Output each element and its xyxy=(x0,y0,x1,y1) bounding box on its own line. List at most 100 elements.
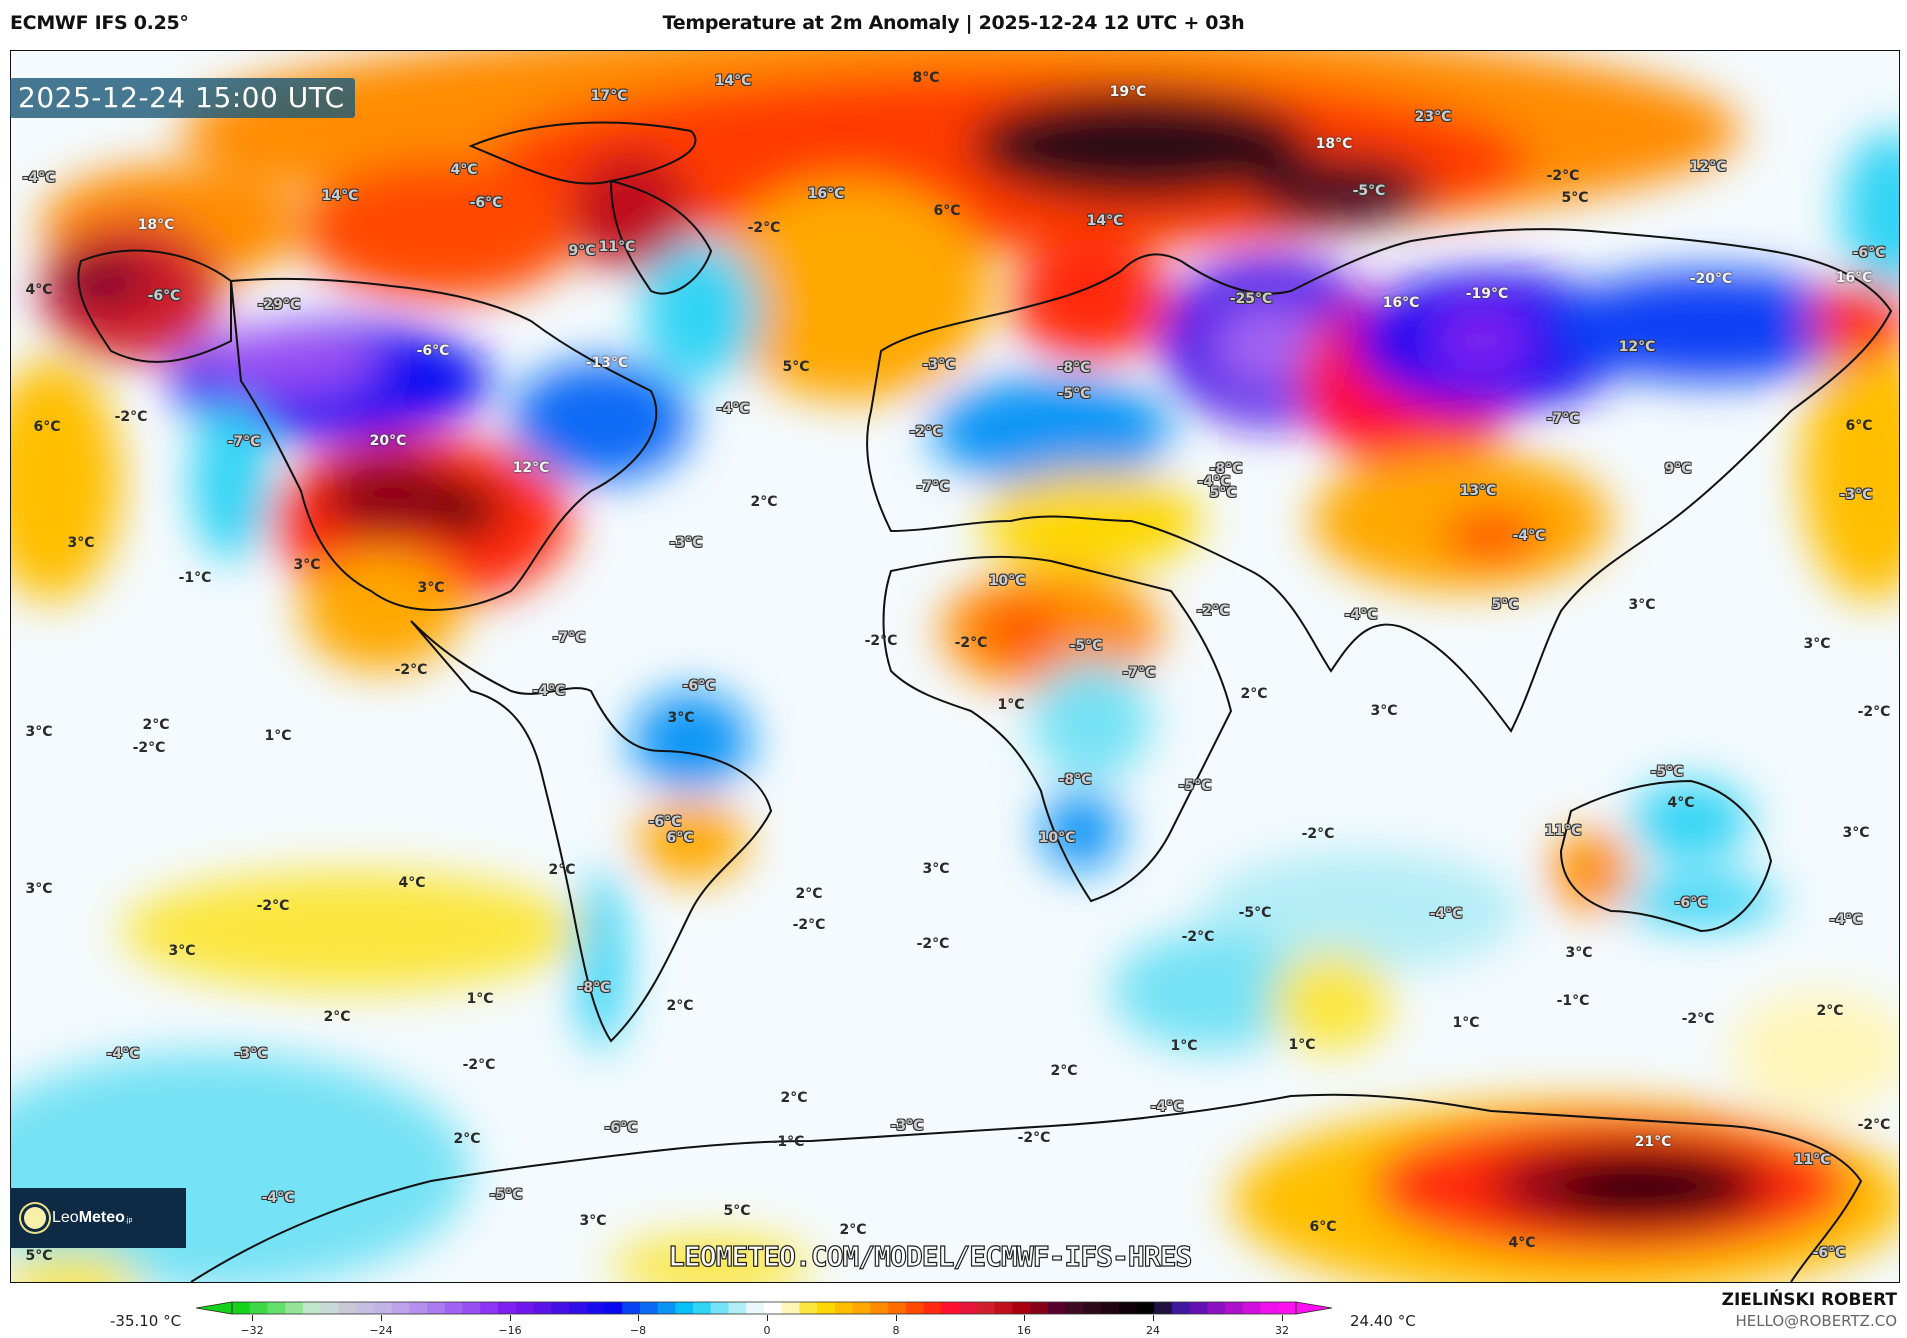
anomaly-label: -2°C xyxy=(1196,603,1230,619)
anomaly-label: -2°C xyxy=(909,424,943,440)
anomaly-label: 3°C xyxy=(417,580,445,596)
anomaly-label: -2°C xyxy=(1546,168,1580,184)
anomaly-label: -2°C xyxy=(132,740,166,756)
colorbar-tick-label: −8 xyxy=(629,1324,647,1337)
anomaly-label: -1°C xyxy=(771,1134,805,1150)
anomaly-label: 13°C xyxy=(1459,483,1497,499)
anomaly-label: -2°C xyxy=(462,1057,496,1073)
anomaly-label: -6°C xyxy=(469,195,503,211)
anomaly-label: 1°C xyxy=(264,728,292,744)
anomaly-label: -4°C xyxy=(22,170,56,186)
anomaly-label: 5°C xyxy=(25,1248,53,1264)
anomaly-label: -8°C xyxy=(1058,772,1092,788)
anomaly-label: 23°C xyxy=(1414,109,1452,125)
anomaly-label: 10°C xyxy=(988,573,1026,589)
anomaly-label: 14°C xyxy=(1086,213,1124,229)
anomaly-label: 17°C xyxy=(590,88,628,104)
anomaly-label: -4°C xyxy=(261,1190,295,1206)
anomaly-label: 6°C xyxy=(933,203,961,219)
anomaly-label: -6°C xyxy=(648,814,682,830)
anomaly-label: -2°C xyxy=(1857,1117,1891,1133)
anomaly-label: -8°C xyxy=(577,980,611,996)
colorbar-tickmark xyxy=(896,1315,897,1321)
anomaly-label: 2°C xyxy=(666,998,694,1014)
anomaly-label: 2°C xyxy=(548,862,576,878)
anomaly-label: -5°C xyxy=(1069,638,1103,654)
colorbar-tickmark xyxy=(767,1315,768,1321)
anomaly-label: -2°C xyxy=(1857,704,1891,720)
anomaly-label: -3°C xyxy=(669,535,703,551)
logo-text: LeoMeteo.jp xyxy=(52,1209,133,1226)
anomaly-label: 3°C xyxy=(25,881,53,897)
anomaly-label: -7°C xyxy=(552,630,586,646)
anomaly-label: 2°C xyxy=(839,1222,867,1238)
anomaly-label: -20°C xyxy=(1689,271,1733,287)
anomaly-label: 2°C xyxy=(795,886,823,902)
anomaly-label: -6°C xyxy=(604,1120,638,1136)
colorbar-gradient xyxy=(195,1301,1333,1315)
anomaly-label: -4°C xyxy=(716,401,750,417)
anomaly-label: 3°C xyxy=(293,557,321,573)
anomaly-label: -8°C xyxy=(1057,360,1091,376)
source-url-watermark: LEOMETEO.COM/MODEL/ECMWF-IFS-HRES xyxy=(667,1239,1192,1273)
anomaly-label: 20°C xyxy=(369,433,407,449)
temperature-anomaly-field xyxy=(11,51,1899,1282)
leometeo-logo[interactable]: LeoMeteo.jp xyxy=(10,1188,186,1248)
anomaly-label: 6°C xyxy=(1845,418,1873,434)
anomaly-label: -4°C xyxy=(1150,1099,1184,1115)
anomaly-label: 11°C xyxy=(598,239,636,255)
author-name: ZIELIŃSKI ROBERT xyxy=(1721,1290,1897,1310)
colorbar-tickmark xyxy=(252,1315,253,1321)
anomaly-label: -2°C xyxy=(256,898,290,914)
anomaly-label: 6°C xyxy=(1309,1219,1337,1235)
anomaly-label: -6°C xyxy=(682,678,716,694)
author-email[interactable]: HELLO@ROBERTZ.CO xyxy=(1735,1312,1897,1330)
anomaly-label: -4°C xyxy=(1429,906,1463,922)
colorbar-tickmark xyxy=(1153,1315,1154,1321)
anomaly-label: -8°C xyxy=(1209,461,1243,477)
chart-title: Temperature at 2m Anomaly | 2025-12-24 1… xyxy=(662,12,1245,34)
colorbar-max-label: 24.40 °C xyxy=(1350,1312,1416,1330)
anomaly-label: 1°C xyxy=(1288,1037,1316,1053)
anomaly-label: 14°C xyxy=(714,73,752,89)
anomaly-label: 18°C xyxy=(137,217,175,233)
anomaly-label: 2°C xyxy=(1050,1063,1078,1079)
colorbar-tickmark xyxy=(510,1315,511,1321)
anomaly-label: 3°C xyxy=(579,1213,607,1229)
anomaly-label: 3°C xyxy=(25,724,53,740)
anomaly-label: -2°C xyxy=(114,409,148,425)
colorbar-tick-label: −32 xyxy=(240,1324,264,1337)
anomaly-label: -1°C xyxy=(1556,993,1590,1009)
anomaly-label: -5°C xyxy=(1650,764,1684,780)
anomaly-label: -5°C xyxy=(1238,905,1272,921)
anomaly-label: -4°C xyxy=(1829,912,1863,928)
colorbar-tick-label: 24 xyxy=(1146,1324,1160,1337)
anomaly-label: 12°C xyxy=(1618,339,1656,355)
anomaly-label: 2°C xyxy=(1240,686,1268,702)
colorbar-tick-label: 8 xyxy=(892,1324,900,1337)
anomaly-label: -2°C xyxy=(954,635,988,651)
anomaly-label: 2°C xyxy=(142,717,170,733)
anomaly-label: -7°C xyxy=(916,479,950,495)
anomaly-label: -2°C xyxy=(394,662,428,678)
anomaly-label: -7°C xyxy=(227,434,261,450)
anomaly-label: 9°C xyxy=(568,243,596,259)
anomaly-label: 2°C xyxy=(453,1131,481,1147)
colorbar-tickmark xyxy=(1282,1315,1283,1321)
map-canvas[interactable]: 17°C 14°C 8°C 19°C 23°C 18°C 12°C -4°C 4°C 14°C -6… xyxy=(10,50,1900,1283)
anomaly-label: -4°C xyxy=(1344,607,1378,623)
anomaly-label: -5°C xyxy=(1178,778,1212,794)
anomaly-label: 1°C xyxy=(466,991,494,1007)
colorbar-tickmark xyxy=(638,1315,639,1321)
colorbar-tick-label: 0 xyxy=(763,1324,771,1337)
anomaly-label: 5°C xyxy=(723,1203,751,1219)
anomaly-label: -2°C xyxy=(792,917,826,933)
anomaly-label: -7°C xyxy=(1546,411,1580,427)
colorbar-ticks: −32 −24 −16 −8 0 8 16 24 32 xyxy=(0,1315,1907,1338)
anomaly-label: 16°C xyxy=(1835,270,1873,286)
anomaly-label: 8°C xyxy=(912,70,940,86)
anomaly-label: 9°C xyxy=(1664,461,1692,477)
anomaly-label: -1°C xyxy=(178,570,212,586)
anomaly-label: -6°C xyxy=(1852,245,1886,261)
anomaly-label: 4°C xyxy=(398,875,426,891)
